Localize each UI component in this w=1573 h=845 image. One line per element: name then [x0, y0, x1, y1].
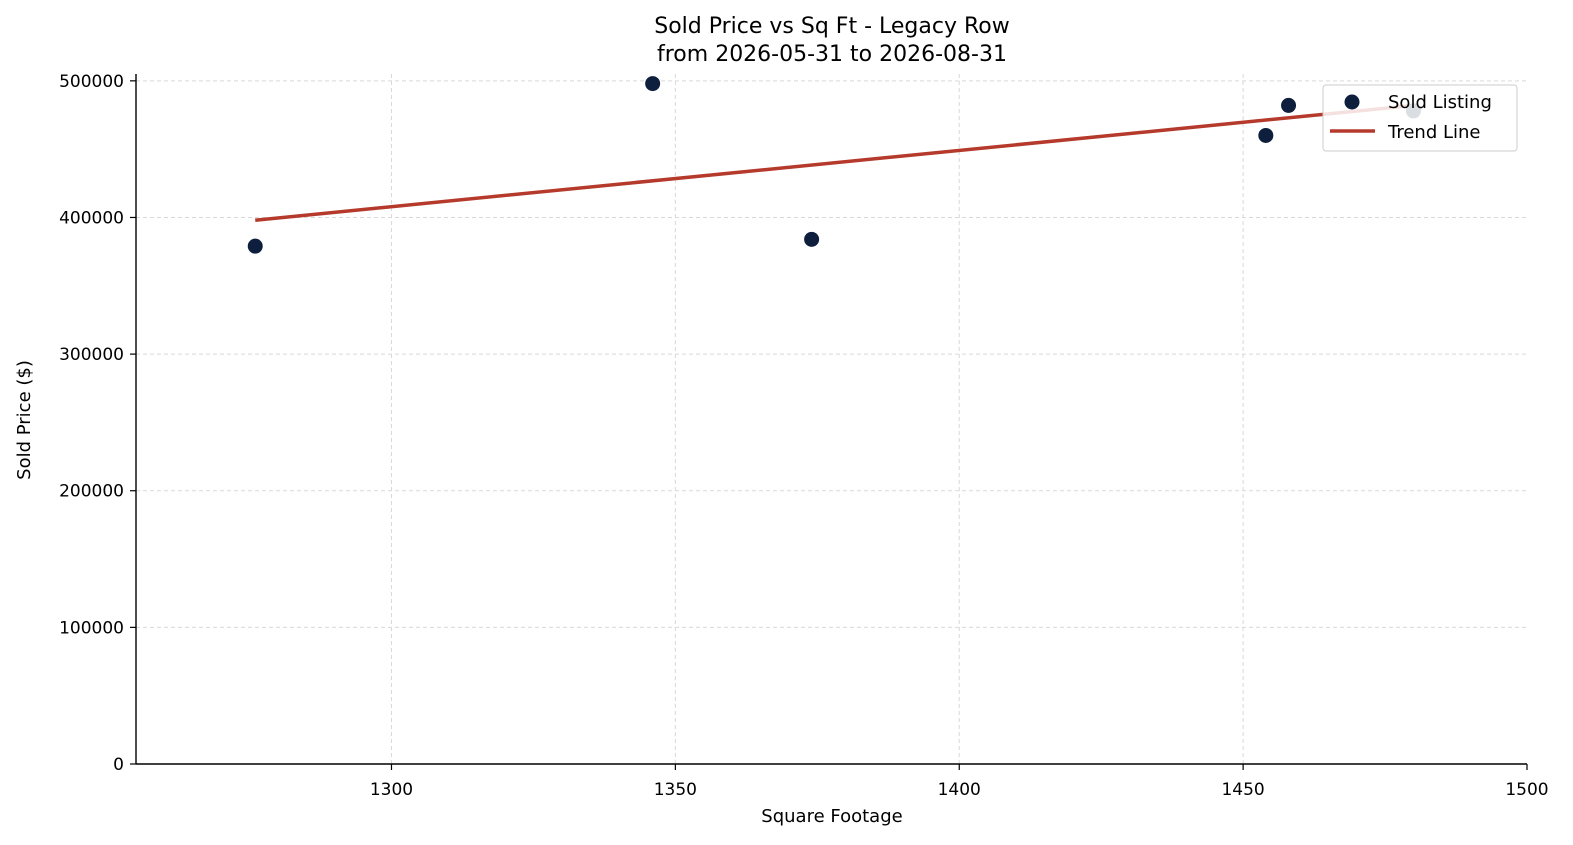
legend-box	[1322, 84, 1518, 152]
y-tick-label: 400000	[59, 208, 124, 228]
y-tick-label: 200000	[59, 482, 124, 502]
data-point	[1281, 97, 1297, 113]
data-point	[247, 238, 263, 254]
axes: 1300 1350 1400 1450 1500 0 100000 200000 300000 4…	[59, 72, 1549, 800]
legend-label-trend-line: Trend Line	[1387, 122, 1481, 143]
y-axis-label: Sold Price ($)	[14, 360, 35, 480]
legend-label-sold-listing: Sold Listing	[1388, 92, 1492, 113]
y-tick-label: 300000	[59, 345, 124, 365]
data-point	[804, 231, 820, 247]
y-tick-label: 0	[113, 755, 124, 775]
chart-title: Sold Price vs Sq Ft - Legacy Row	[654, 14, 1009, 39]
scatter-points	[247, 76, 1421, 254]
data-point	[1258, 127, 1274, 143]
y-tick-label: 500000	[59, 72, 124, 92]
x-axis-label: Square Footage	[761, 806, 902, 827]
x-tick-label: 1300	[370, 780, 413, 800]
grid-lines	[136, 74, 1527, 764]
x-tick-label: 1450	[1221, 780, 1264, 800]
chart-subtitle: from 2026-05-31 to 2026-08-31	[657, 42, 1007, 67]
trend-line	[255, 103, 1414, 222]
legend-marker-sold-listing	[1344, 94, 1360, 110]
y-tick-label: 100000	[59, 618, 124, 638]
x-tick-label: 1400	[938, 780, 981, 800]
legend: Sold Listing Trend Line	[1322, 84, 1518, 152]
data-point	[645, 76, 661, 92]
trend-line-layer	[255, 103, 1414, 222]
x-tick-label: 1500	[1505, 780, 1548, 800]
x-tick-label: 1350	[654, 780, 697, 800]
